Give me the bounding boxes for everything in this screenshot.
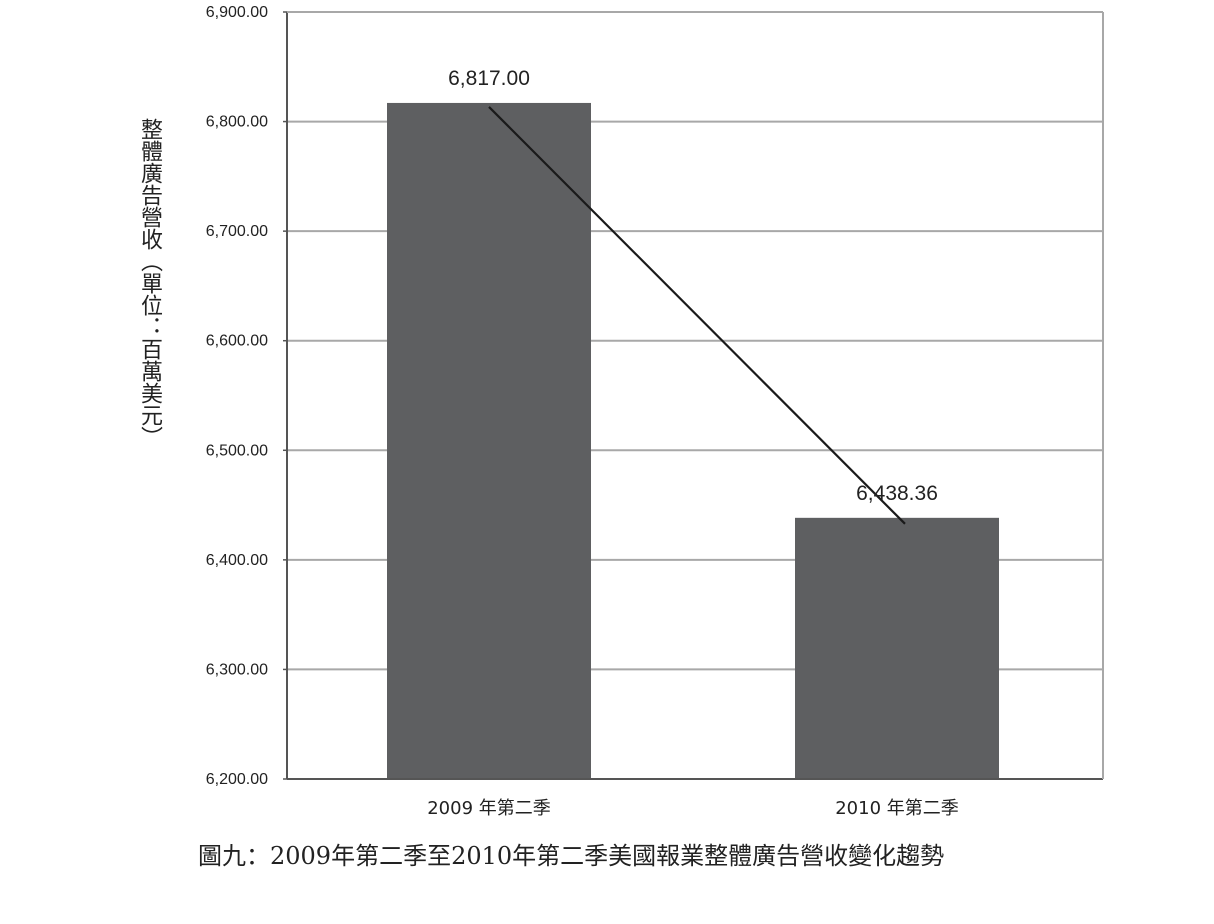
axes	[283, 11, 1104, 780]
y-tick-label: 6,300.00	[206, 661, 268, 678]
bars	[387, 102, 999, 780]
bar	[387, 102, 591, 780]
trend-line	[488, 106, 906, 525]
y-axis-label: 整體廣告營收（單位：百萬美元）	[137, 118, 162, 448]
labels: 6,200.00 6,300.00 6,400.00 6,500.00 6,600.00…	[206, 4, 959, 819]
y-tick-label: 6,800.00	[206, 114, 268, 131]
y-tick-label: 6,400.00	[206, 552, 268, 569]
y-tick-label: 6,500.00	[206, 442, 268, 459]
figure-caption: 圖九：2009年第二季至2010年第二季美國報業整體廣告營收變化趨勢	[198, 842, 945, 870]
data-label: 6,817.00	[448, 67, 530, 90]
y-tick-label: 6,200.00	[206, 771, 268, 788]
bar	[795, 517, 999, 779]
y-tick-label: 6,700.00	[206, 223, 268, 240]
x-tick-label: 2010 年第二季	[835, 798, 959, 819]
y-tick-label: 6,900.00	[206, 4, 268, 21]
data-label: 6,438.36	[856, 482, 938, 505]
trend-line-group	[488, 106, 906, 525]
x-tick-label: 2009 年第二季	[427, 798, 551, 819]
y-tick-label: 6,600.00	[206, 333, 268, 350]
